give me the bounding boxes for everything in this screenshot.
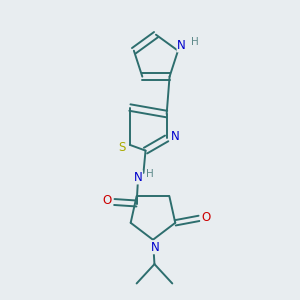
Text: N: N <box>134 171 142 184</box>
Text: O: O <box>201 211 210 224</box>
Text: S: S <box>118 141 125 154</box>
Text: N: N <box>177 39 186 52</box>
Text: N: N <box>171 130 179 143</box>
Text: O: O <box>102 194 112 207</box>
Text: N: N <box>151 241 160 254</box>
Text: H: H <box>191 38 199 47</box>
Text: H: H <box>146 169 154 179</box>
